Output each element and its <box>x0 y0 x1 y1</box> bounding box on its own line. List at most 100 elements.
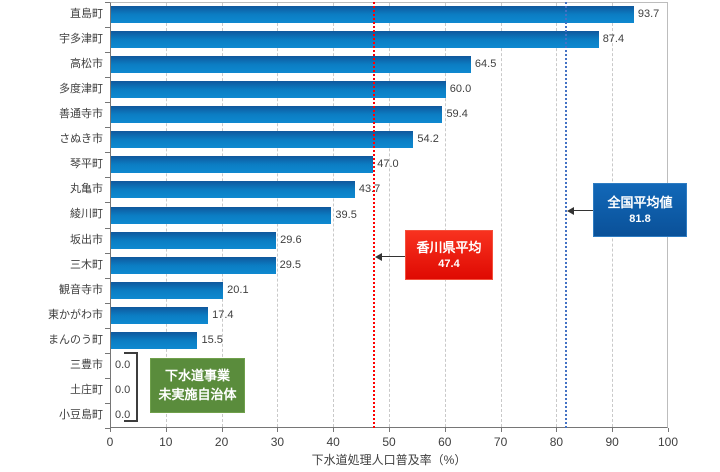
category-label: さぬき市 <box>59 133 103 146</box>
y-axis-tick <box>105 2 110 3</box>
y-axis-tick <box>105 428 110 429</box>
x-axis-tick <box>556 428 558 432</box>
x-axis-tick <box>110 428 111 432</box>
x-axis-tick <box>612 428 614 432</box>
y-axis-tick <box>105 302 110 304</box>
category-label: 坂出市 <box>70 233 103 246</box>
reference-line-national-average <box>565 2 568 428</box>
category-label: 琴平町 <box>70 158 103 171</box>
category-label: 高松市 <box>70 58 103 71</box>
x-axis-tick-label: 20 <box>214 435 229 449</box>
value-label: 39.5 <box>335 208 357 221</box>
kagawa-average-arrowhead-icon <box>375 253 382 261</box>
kagawa-average-title: 香川県平均 <box>416 239 482 255</box>
y-axis-tick <box>105 252 110 254</box>
bar <box>111 156 374 174</box>
bar <box>111 181 355 199</box>
x-axis-tick-label: 50 <box>382 435 396 449</box>
y-axis-tick <box>105 102 110 104</box>
gridline-70 <box>500 3 502 427</box>
category-label: まんのう町 <box>48 333 103 346</box>
value-label: 29.6 <box>280 233 302 246</box>
no-sewer-line1: 下水道事業 <box>164 368 230 384</box>
y-axis-tick <box>105 52 110 54</box>
no-sewer-bracket <box>124 352 138 422</box>
value-label: 59.4 <box>446 108 468 121</box>
value-label: 15.5 <box>201 333 223 346</box>
category-label: 三木町 <box>70 258 103 271</box>
x-axis-tick-label: 10 <box>159 435 173 449</box>
x-axis-tick-label: 30 <box>270 435 285 449</box>
x-axis-tick-label: 100 <box>657 435 679 449</box>
gridline-40 <box>333 3 335 427</box>
x-axis-tick <box>389 428 390 432</box>
kagawa-average-callout: 香川県平均 47.4 <box>405 230 493 280</box>
value-label: 43.7 <box>358 183 381 196</box>
value-label: 29.5 <box>279 258 302 271</box>
national-average-arrow-shaft <box>573 210 593 211</box>
bar <box>111 306 209 324</box>
x-axis-tick <box>333 428 335 432</box>
value-label: 64.5 <box>474 58 497 71</box>
category-label: 直島町 <box>70 8 103 20</box>
x-axis-tick <box>500 428 502 432</box>
national-average-title: 全国平均値 <box>607 194 673 210</box>
reference-line-kagawa-average <box>373 2 376 428</box>
y-axis-tick <box>105 77 110 79</box>
gridline-50 <box>389 3 390 427</box>
bar <box>111 331 198 349</box>
value-label: 54.2 <box>417 133 439 146</box>
value-label: 0.0 <box>115 408 131 421</box>
x-axis-tick <box>277 428 279 432</box>
x-axis-tick-label: 0 <box>106 435 114 449</box>
category-label: 丸亀市 <box>70 183 103 196</box>
y-axis-tick <box>105 152 110 154</box>
bar <box>111 81 446 99</box>
category-label: 三豊市 <box>70 358 103 371</box>
x-axis-tick-label: 40 <box>326 435 340 449</box>
value-label: 0.0 <box>115 358 131 371</box>
value-label: 60.0 <box>449 83 472 96</box>
x-axis-title: 下水道処理人口普及率（%） <box>311 453 467 467</box>
y-axis-tick <box>105 227 110 229</box>
value-label: 20.1 <box>227 283 249 296</box>
bar <box>111 131 414 149</box>
y-axis-tick <box>105 352 110 354</box>
bar <box>111 231 277 249</box>
bar <box>111 56 471 74</box>
category-label: 多度津町 <box>59 83 103 96</box>
y-axis-tick <box>105 27 110 29</box>
y-axis-tick <box>105 202 110 204</box>
gridline-60 <box>444 3 446 427</box>
y-axis-tick <box>105 177 110 179</box>
bar <box>111 206 332 224</box>
category-label: 善通寺市 <box>59 108 103 121</box>
x-axis-tick <box>221 428 223 432</box>
gridline-80 <box>556 3 558 427</box>
kagawa-average-arrow-shaft <box>381 256 405 257</box>
y-axis-tick <box>105 402 110 404</box>
category-label: 観音寺市 <box>59 283 103 296</box>
value-label: 93.7 <box>637 8 660 21</box>
x-axis-tick-label: 60 <box>438 435 452 449</box>
y-axis-tick <box>105 127 110 129</box>
no-sewer-callout: 下水道事業 未実施自治体 <box>150 358 245 413</box>
category-label: 土庄町 <box>70 383 103 396</box>
bar <box>111 281 224 299</box>
national-average-value: 81.8 <box>629 213 651 226</box>
x-axis-tick-label: 90 <box>605 435 619 449</box>
x-axis-tick <box>668 428 669 432</box>
no-sewer-line2: 未実施自治体 <box>158 387 237 402</box>
bar <box>111 6 634 24</box>
x-axis-tick <box>444 428 446 432</box>
bar <box>111 31 599 49</box>
y-axis-tick <box>105 327 110 329</box>
category-label: 東かがわ市 <box>48 308 103 321</box>
bar <box>111 106 443 124</box>
value-label: 47.0 <box>377 158 399 171</box>
category-label: 宇多津町 <box>59 33 103 46</box>
national-average-arrowhead-icon <box>567 207 574 215</box>
y-axis-tick <box>105 277 110 279</box>
x-axis-tick-label: 80 <box>549 435 564 449</box>
value-label: 17.4 <box>212 308 234 321</box>
